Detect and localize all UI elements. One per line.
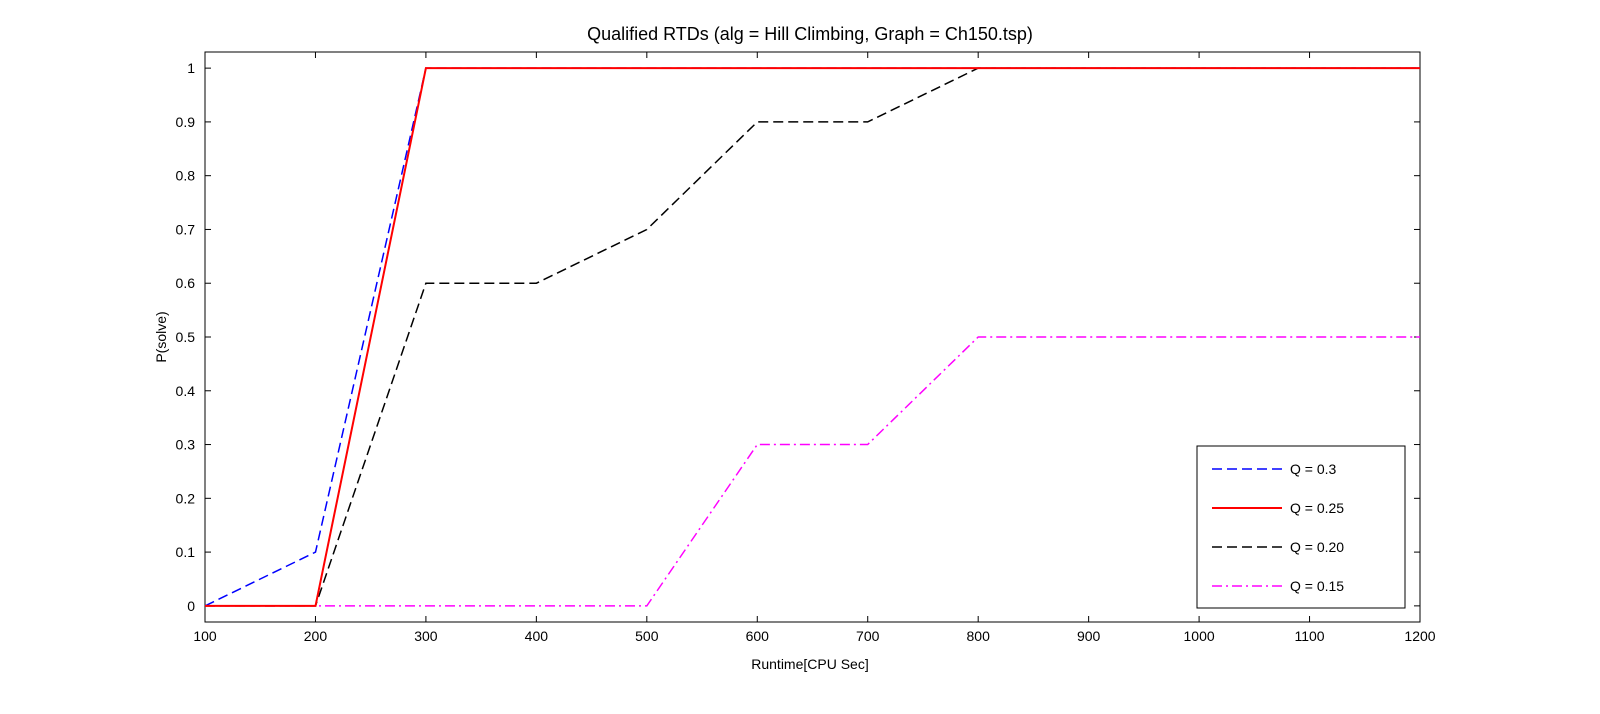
y-tick-label: 0.9 (176, 114, 196, 130)
axis-ticks: 100 200 300 400 500 600 700 800 900 1000 1100 1200 0… (176, 52, 1436, 644)
chart-title: Qualified RTDs (alg = Hill Climbing, Gra… (587, 24, 1033, 44)
x-tick-label: 200 (304, 628, 328, 644)
x-tick-label: 900 (1077, 628, 1101, 644)
x-tick-label: 1000 (1184, 628, 1215, 644)
x-tick-label: 100 (193, 628, 217, 644)
y-tick-label: 0.6 (176, 275, 196, 291)
x-tick-label: 600 (746, 628, 770, 644)
series-layer (204, 67, 1420, 607)
series-line-3 (205, 336, 1420, 607)
y-axis-label: P(solve) (153, 311, 169, 362)
y-tick-label: 1 (187, 60, 195, 76)
y-tick-label: 0.4 (176, 383, 196, 399)
y-tick-label: 0.1 (176, 544, 196, 560)
y-tick-label: 0.3 (176, 437, 196, 453)
legend-box (1196, 445, 1406, 609)
x-tick-label: 1100 (1294, 628, 1324, 644)
legend: Q = 0.3 Q = 0.25 Q = 0.20 Q = 0.15 (1196, 445, 1406, 609)
x-tick-label: 300 (414, 628, 438, 644)
x-tick-label: 700 (856, 628, 880, 644)
legend-label-0: Q = 0.3 (1290, 461, 1337, 477)
y-tick-label: 0.7 (176, 221, 196, 237)
legend-label-3: Q = 0.15 (1290, 578, 1344, 594)
legend-label-2: Q = 0.20 (1290, 539, 1344, 555)
y-tick-label: 0.8 (176, 168, 196, 184)
x-tick-label: 500 (635, 628, 659, 644)
x-tick-label: 1200 (1404, 628, 1435, 644)
series-line-1 (205, 67, 1420, 607)
legend-label-1: Q = 0.25 (1290, 500, 1344, 516)
x-tick-label: 400 (525, 628, 549, 644)
y-tick-label: 0.5 (176, 329, 196, 345)
y-tick-label: 0.2 (176, 490, 196, 506)
x-axis-label: Runtime[CPU Sec] (751, 656, 868, 672)
y-tick-label: 0 (187, 598, 195, 614)
x-tick-label: 800 (967, 628, 991, 644)
